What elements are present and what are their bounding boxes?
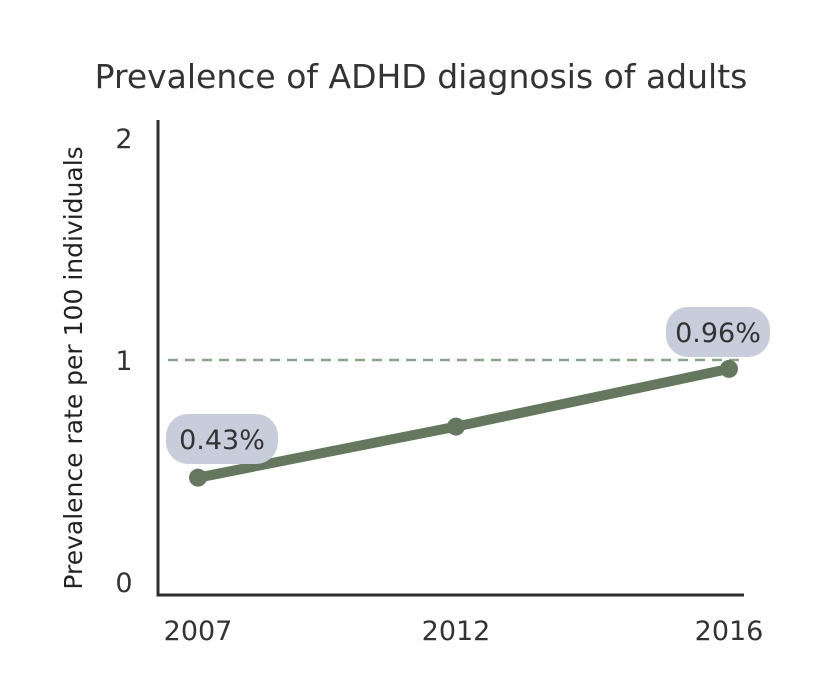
y-tick-label: 1 bbox=[115, 346, 132, 377]
y-tick-label: 0 bbox=[115, 568, 132, 599]
data-label: 0.43% bbox=[179, 425, 265, 456]
data-label-bg bbox=[666, 307, 770, 357]
data-point bbox=[720, 359, 738, 378]
x-tick-label: 2012 bbox=[422, 616, 491, 647]
chart-title: Prevalence of ADHD diagnosis of adults bbox=[95, 57, 748, 96]
data-point bbox=[447, 417, 465, 436]
plot-area: 0 1 2 2007 2012 2016 0.43% 0.96% bbox=[115, 120, 770, 647]
y-tick-label: 2 bbox=[115, 124, 132, 155]
data-label: 0.96% bbox=[675, 318, 761, 349]
x-tick-label: 2007 bbox=[164, 616, 233, 647]
data-label-bg bbox=[166, 414, 278, 464]
y-axis-label: Prevalence rate per 100 individuals bbox=[59, 146, 88, 589]
data-point bbox=[189, 468, 207, 487]
x-tick-label: 2016 bbox=[695, 616, 764, 647]
